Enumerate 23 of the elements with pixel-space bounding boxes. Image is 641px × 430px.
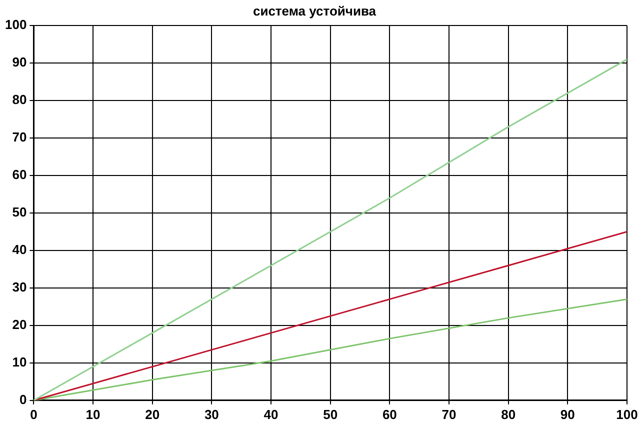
y-tick-label: 30	[12, 280, 27, 295]
x-tick-label: 40	[264, 406, 278, 422]
y-tick-label: 90	[12, 54, 27, 70]
y-tick-label: 0	[19, 392, 27, 407]
x-tick-label: 10	[86, 406, 100, 422]
x-tick-label: 50	[323, 406, 338, 422]
x-tick-label: 30	[204, 406, 219, 422]
x-tick-label: 60	[382, 406, 397, 422]
y-tick-label: 100	[4, 17, 27, 32]
y-tick-label: 80	[12, 92, 27, 108]
y-tick-label: 40	[12, 242, 27, 258]
y-tick-label: 60	[12, 167, 27, 182]
y-tick-label: 20	[12, 317, 27, 332]
y-tick-label: 10	[12, 354, 27, 370]
x-tick-label: 100	[616, 406, 638, 422]
y-tick-label: 70	[12, 130, 27, 145]
x-tick-label: 70	[442, 406, 456, 422]
x-tick-label: 0	[30, 406, 38, 422]
x-tick-label: 80	[501, 406, 516, 422]
y-tick-label: 50	[12, 204, 27, 220]
chart-title: система устойчива	[252, 3, 377, 18]
x-tick-label: 90	[560, 406, 575, 422]
x-tick-label: 20	[145, 406, 160, 422]
